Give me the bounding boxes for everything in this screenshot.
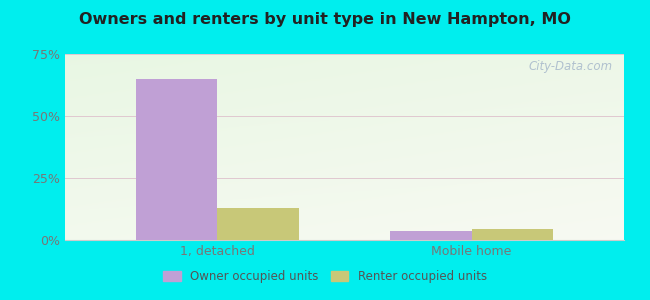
Bar (390, 231, 471, 240)
Bar (136, 79, 218, 240)
Bar (471, 229, 553, 240)
Text: City-Data.com: City-Data.com (528, 60, 613, 73)
Legend: Owner occupied units, Renter occupied units: Owner occupied units, Renter occupied un… (159, 266, 491, 288)
Bar (218, 208, 299, 240)
Text: Owners and renters by unit type in New Hampton, MO: Owners and renters by unit type in New H… (79, 12, 571, 27)
